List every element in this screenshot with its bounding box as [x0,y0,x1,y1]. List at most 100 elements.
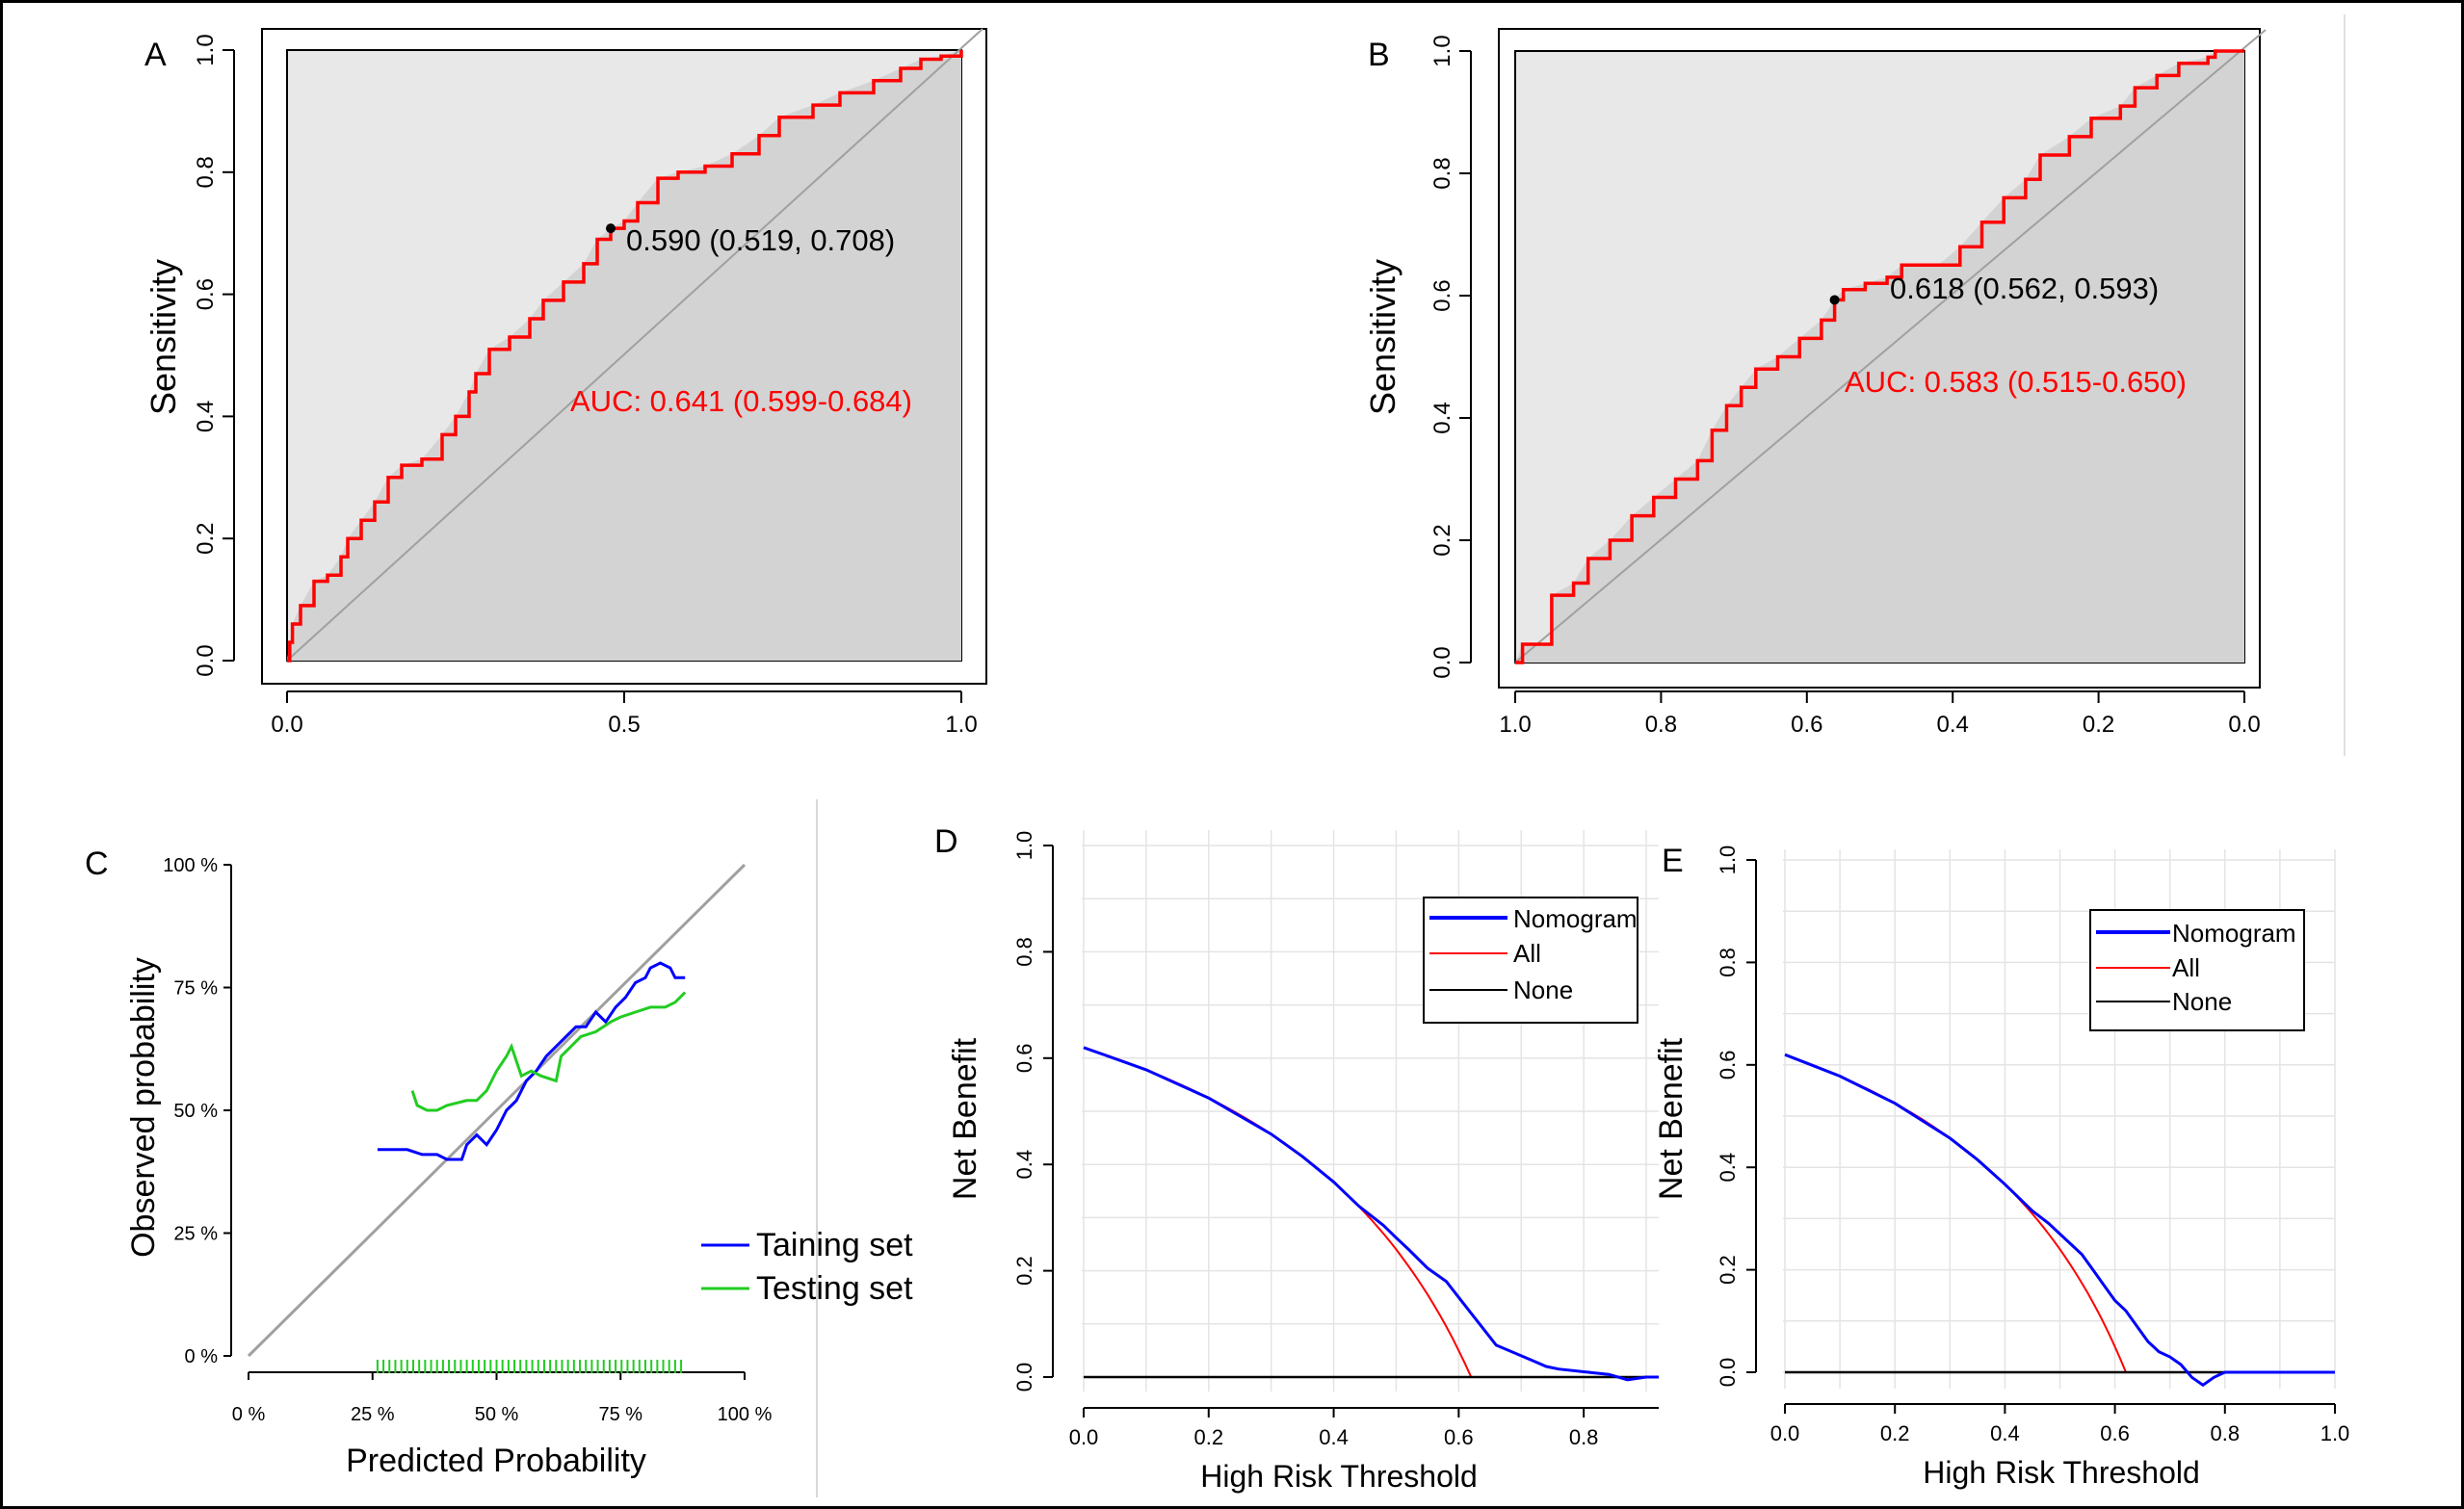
panel-c-x-tick-label: 25 % [351,1404,395,1425]
panel-c-y-tick-label: 25 % [173,1224,218,1245]
panel-e-x-tick-label: 0.6 [2100,1421,2130,1445]
panel-a-auc-label: AUC: 0.641 (0.599-0.684) [570,384,912,418]
panel-d-x-tick-label: 0.2 [1193,1425,1223,1449]
panel-d-y-tick-label: 0.8 [1012,937,1036,967]
panel-b-x-tick-label: 0.2 [2083,712,2114,738]
panel-d-label: D [934,823,958,860]
panel-a-x-tick-label: 0.0 [271,712,302,738]
panel-e-legend [2089,909,2305,1031]
panel-b-cutoff-point [1829,295,1840,305]
panel-b-x-tick-label: 0.6 [1791,712,1822,738]
panel-c-x-tick-label: 75 % [598,1404,642,1425]
panel-c-legend-training: Taining set [756,1227,913,1263]
panel-d-x-tick-label: 0.0 [1069,1425,1099,1449]
panel-a-x-tick-label: 1.0 [945,712,977,738]
panel-d-ylabel: Net Benefit [947,1037,983,1200]
panel-c-ideal-line [247,863,747,1358]
panel-c-x-tick-label: 50 % [475,1404,519,1425]
panel-c-calibration: C Observed probability Predicted Probabi… [85,846,913,1479]
panel-b-y-tick-label: 1.0 [1429,35,1455,66]
panel-c-testing-line [410,991,687,1112]
panel-e-legend-nomogram: Nomogram [2172,919,2296,948]
panel-e-dca: E Net Benefit High Risk Threshold Nomogr… [1653,843,2349,1490]
panel-b-y-tick-label: 0.6 [1429,279,1455,311]
panel-a-ylabel: Sensitivity [144,259,183,415]
panel-e-x-tick-label: 1.0 [2320,1421,2350,1445]
panel-d-y-tick-label: 0.0 [1012,1363,1036,1392]
panel-b-x-tick-label: 0.0 [2228,712,2260,738]
panel-c-x-tick-label: 0 % [232,1404,266,1425]
panel-c-y-tick-label: 100 % [163,855,218,876]
panel-b-y-tick-label: 0.4 [1429,402,1455,433]
panel-d-x-tick-label: 0.4 [1319,1425,1349,1449]
panel-a-roc-curve [287,50,963,663]
panel-a-y-tick-label: 1.0 [193,34,219,65]
panel-b-diagonal [1514,29,2267,663]
panel-b-auc-label: AUC: 0.583 (0.515-0.650) [1845,365,2187,399]
panel-a-label: A [144,37,167,73]
panel-b-label: B [1368,37,1390,73]
panel-c-y-tick-label: 75 % [173,978,218,1000]
panel-a-y-tick-label: 0.2 [193,523,219,555]
panel-c-training-line [377,961,686,1161]
panel-a-y-tick-label: 0.8 [193,156,219,188]
panel-a-x-tick-label: 0.5 [608,712,640,738]
panel-e-label: E [1662,843,1684,879]
panel-d-dca: D Net Benefit High Risk Threshold Nomogr… [934,823,1659,1494]
panel-d-xlabel: High Risk Threshold [1200,1459,1478,1494]
panel-e-y-tick-label: 0.8 [1716,948,1740,977]
panel-d-all-curve [1083,1046,1473,1378]
panel-c-ylabel: Observed probability [125,957,162,1258]
panel-e-x-tick-label: 0.2 [1880,1421,1910,1445]
panel-c-x-tick-label: 100 % [718,1404,773,1425]
panel-a-cutoff-point [606,223,616,234]
panel-d-y-tick-label: 0.2 [1012,1256,1036,1286]
panel-d-legend-none: None [1513,976,1573,1004]
panel-e-x-tick-label: 0.8 [2211,1421,2241,1445]
panel-e-legend-none: None [2172,987,2232,1016]
panel-d-legend-all: All [1513,939,1541,968]
panel-e-x-tick-label: 0.0 [1770,1421,1800,1445]
panel-e-ylabel: Net Benefit [1653,1037,1690,1200]
panel-a-roc: A Sensitivity AUC: 0.641 (0.599-0.684) 0… [144,28,987,738]
panel-a-box [261,28,987,685]
panel-b-x-tick-label: 0.4 [1937,712,1969,738]
panel-a-diagonal [286,28,983,662]
panel-e-legend-all: All [2172,953,2200,982]
panel-e-y-tick-label: 0.6 [1716,1051,1740,1080]
panel-e-nomogram-curve [1784,1053,2335,1388]
panel-e-xlabel: High Risk Threshold [1923,1455,2200,1490]
panel-c-y-tick-label: 0 % [185,1346,219,1367]
panel-e-all-curve [1784,1054,2127,1373]
panel-d-nomogram-curve [1083,1046,1659,1382]
panel-e-y-tick-label: 1.0 [1716,846,1740,875]
panel-d-x-tick-label: 0.8 [1569,1425,1599,1449]
panel-d-y-tick-label: 0.6 [1012,1044,1036,1074]
panel-a-y-tick-label: 0.0 [193,644,219,676]
panel-b-ylabel: Sensitivity [1363,259,1402,415]
panel-c-legend-testing: Testing set [756,1270,913,1307]
panel-d-x-tick-label: 0.6 [1444,1425,1474,1449]
panel-b-y-tick-label: 0.8 [1429,157,1455,189]
panel-d-legend-nomogram: Nomogram [1513,904,1638,933]
panel-b-roc: B Sensitivity AUC: 0.583 (0.515-0.650) 0… [1363,28,2267,738]
panel-d-y-tick-label: 1.0 [1012,831,1036,861]
panel-b-y-tick-label: 0.0 [1429,646,1455,678]
panel-c-xlabel: Predicted Probability [346,1443,646,1479]
panel-b-x-tick-label: 0.8 [1645,712,1677,738]
panel-e-y-tick-label: 0.4 [1716,1153,1740,1183]
panel-e-y-tick-label: 0.0 [1716,1358,1740,1388]
panel-e-x-tick-label: 0.4 [1990,1421,2020,1445]
panel-e-y-tick-label: 0.2 [1716,1255,1740,1285]
panel-b-point-label: 0.618 (0.562, 0.593) [1890,272,2159,305]
panel-d-y-tick-label: 0.4 [1012,1150,1036,1180]
panel-c-y-tick-label: 50 % [173,1101,218,1122]
panel-a-y-tick-label: 0.4 [193,401,219,432]
panel-b-x-tick-label: 1.0 [1499,712,1531,738]
panel-b-box [1498,28,2261,689]
panel-b-roc-curve [1515,49,2244,664]
panel-b-y-tick-label: 0.2 [1429,524,1455,556]
panel-a-y-tick-label: 0.6 [193,278,219,310]
